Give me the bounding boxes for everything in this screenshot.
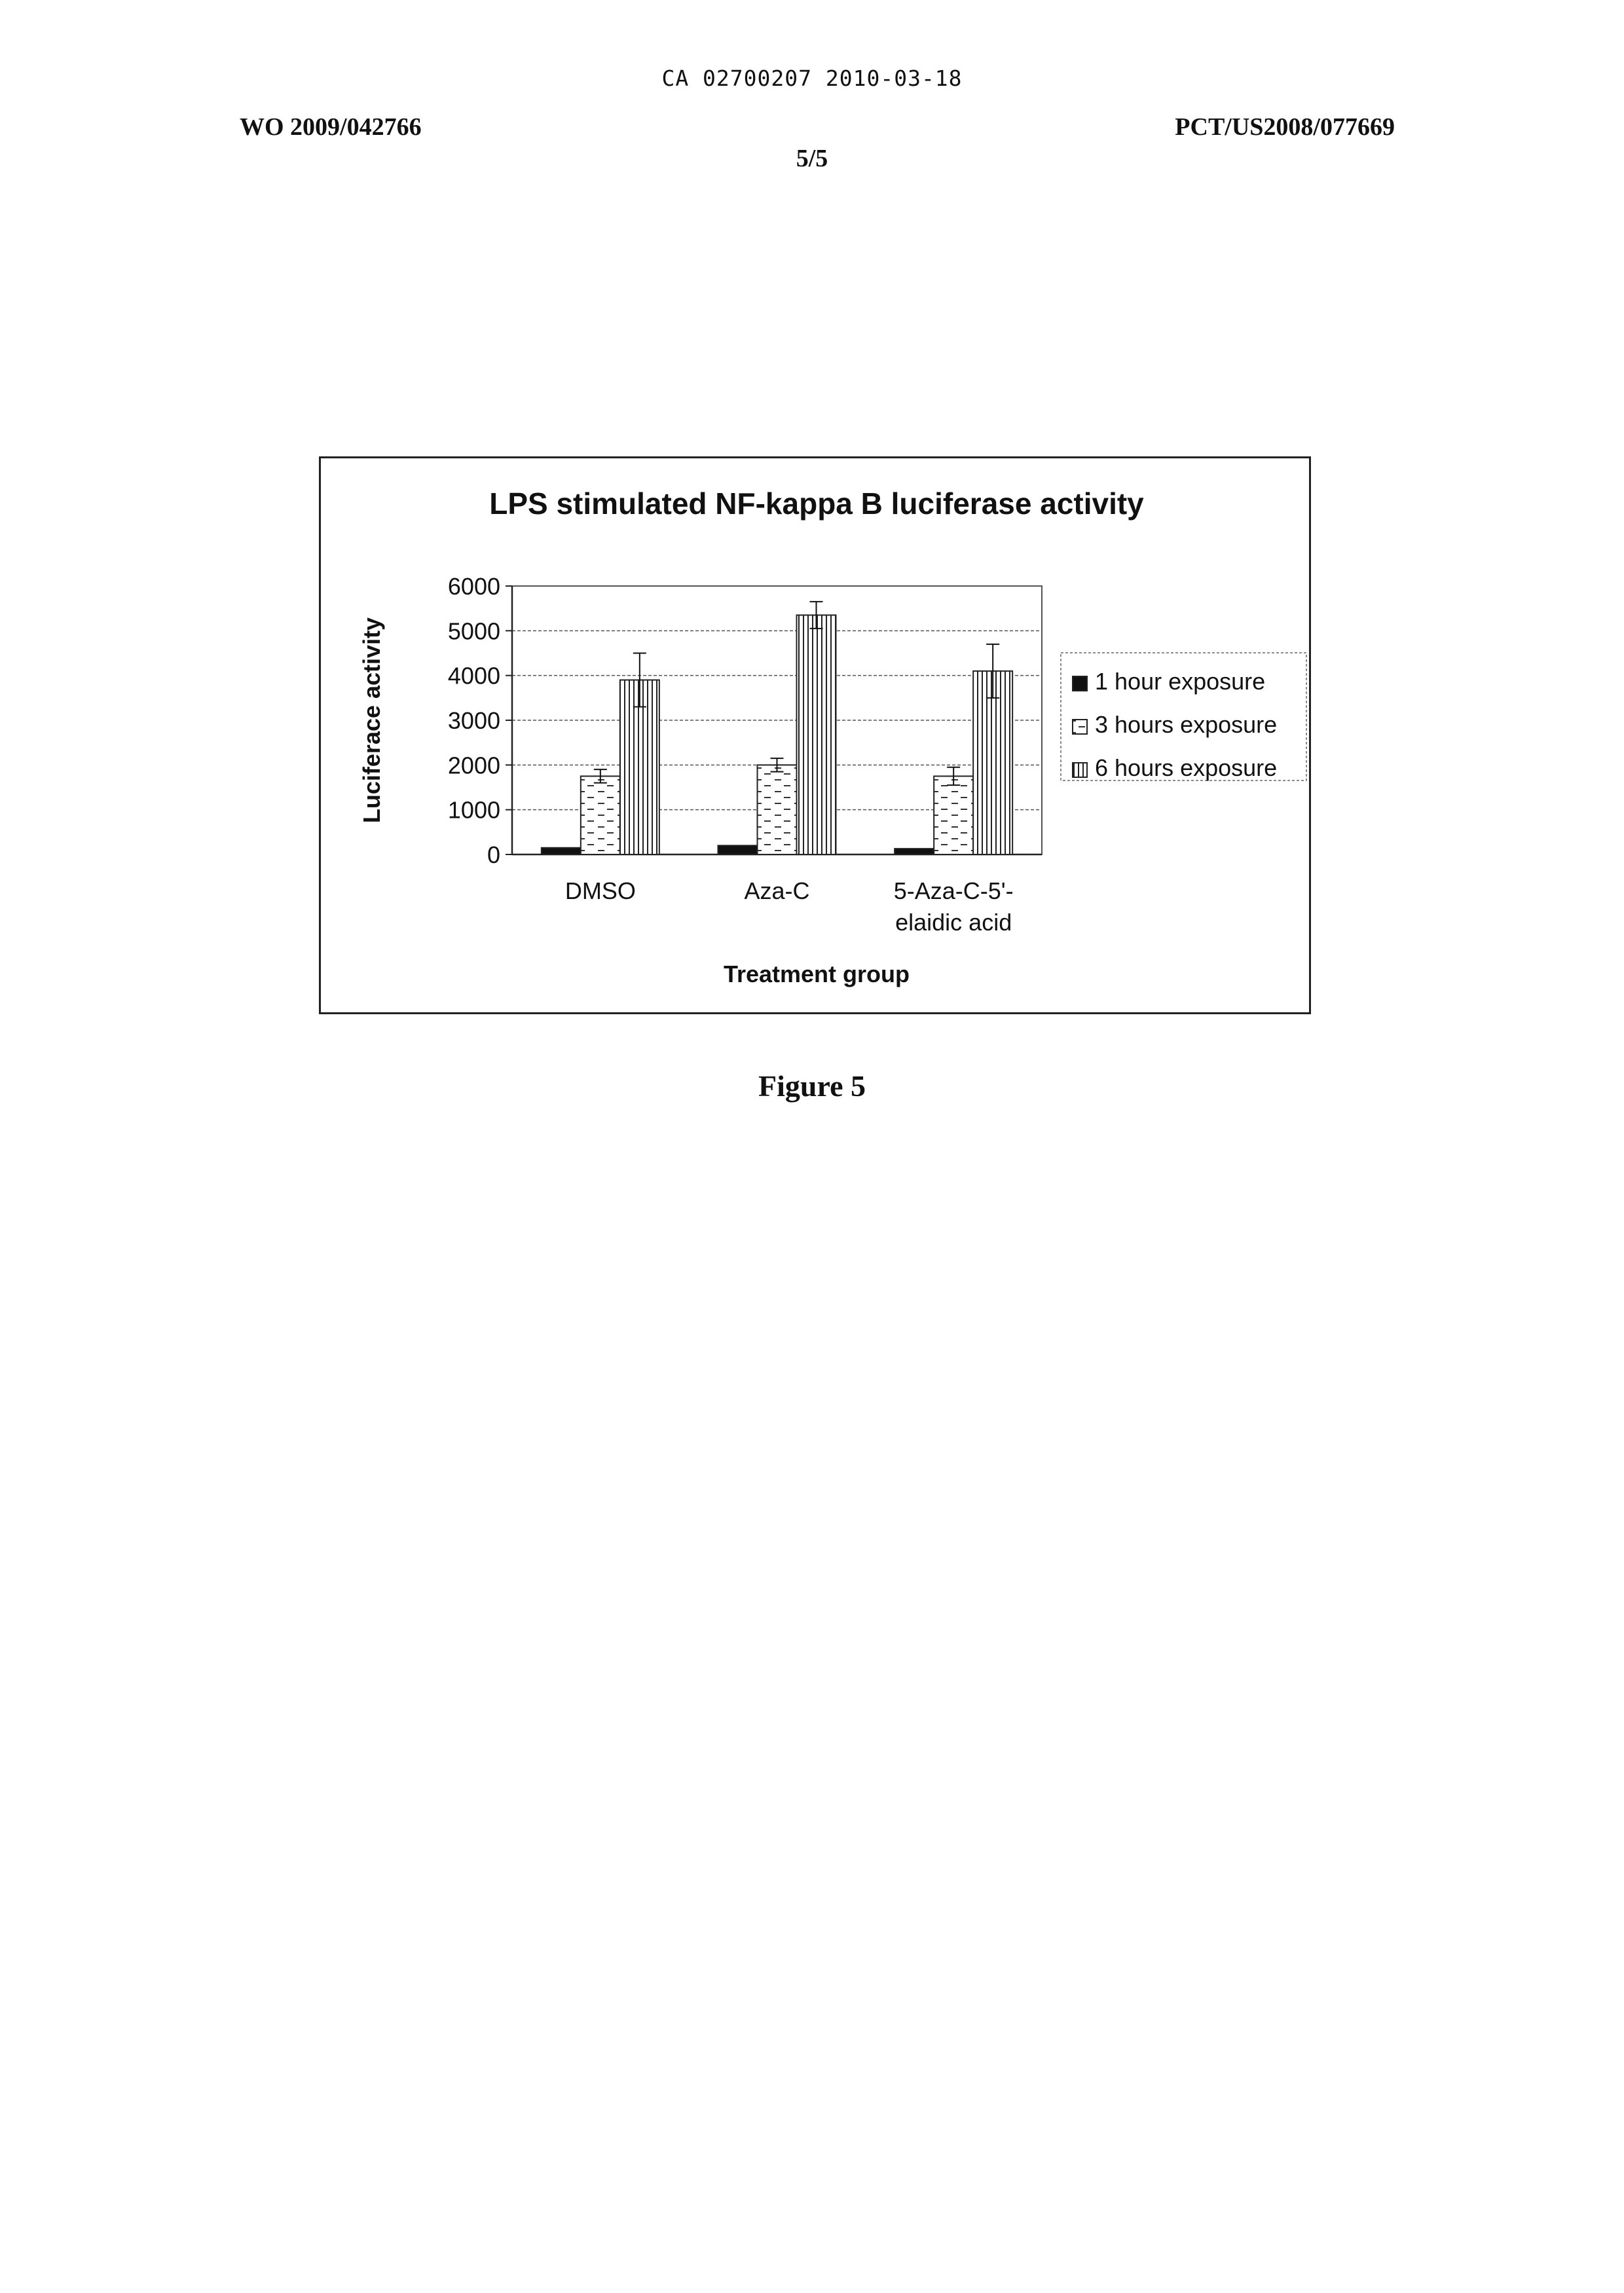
bar [581, 776, 620, 854]
x-tick-label: DMSO [565, 877, 636, 904]
bar [973, 671, 1012, 854]
y-tick-label: 5000 [448, 617, 500, 644]
bar [934, 776, 973, 854]
x-tick-label: 5-Aza-C-5'- [894, 877, 1014, 904]
y-tick-label: 6000 [448, 573, 500, 600]
y-tick-label: 4000 [448, 663, 500, 689]
x-axis-label: Treatment group [724, 961, 910, 987]
legend-label: 6 hours exposure [1095, 754, 1277, 781]
chart-frame: LPS stimulated NF-kappa B luciferase act… [319, 456, 1311, 1014]
y-tick-label: 0 [487, 841, 500, 868]
legend-swatch [1073, 763, 1087, 777]
legend-label: 3 hours exposure [1095, 711, 1277, 738]
bar [718, 845, 758, 854]
legend-label: 1 hour exposure [1095, 668, 1265, 695]
y-tick-label: 3000 [448, 707, 500, 734]
publication-number: WO 2009/042766 [240, 113, 422, 141]
y-tick-label: 1000 [448, 797, 500, 824]
x-tick-label: elaidic acid [895, 909, 1012, 936]
document-stamp: CA 02700207 2010-03-18 [0, 65, 1624, 91]
page-number: 5/5 [0, 144, 1624, 173]
bar [797, 615, 836, 854]
y-axis-label: Luciferace activity [358, 617, 385, 823]
bar [542, 848, 581, 854]
chart-title: LPS stimulated NF-kappa B luciferase act… [489, 486, 1144, 521]
bar [895, 849, 934, 854]
x-tick-label: Aza-C [744, 877, 809, 904]
figure-caption: Figure 5 [0, 1069, 1624, 1103]
bar [758, 765, 797, 854]
application-number: PCT/US2008/077669 [1175, 113, 1395, 141]
bar-chart: LPS stimulated NF-kappa B luciferase act… [321, 458, 1313, 1016]
legend-swatch [1073, 720, 1087, 734]
y-tick-label: 2000 [448, 752, 500, 779]
legend-swatch [1073, 676, 1087, 691]
